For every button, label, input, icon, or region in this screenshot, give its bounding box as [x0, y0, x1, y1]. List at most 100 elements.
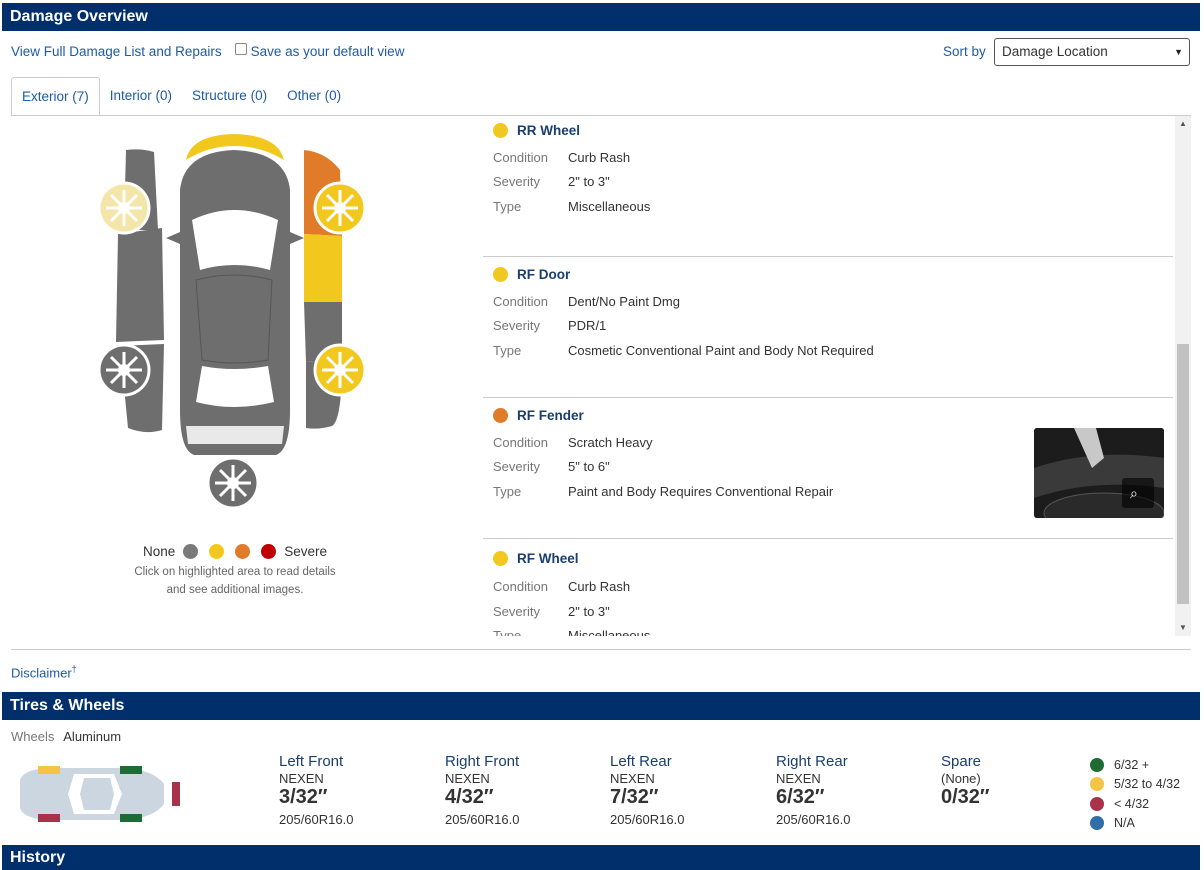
rr-wheel[interactable]	[313, 343, 367, 397]
type-label: Type	[493, 628, 522, 636]
wheels-info: Wheels Aluminum	[11, 729, 121, 744]
tire-right-rear: Right Rear NEXEN 6/32″ 205/60R16.0	[776, 753, 850, 827]
roof	[195, 274, 273, 364]
condition-label: Condition	[493, 435, 548, 450]
tire-position: Right Front	[445, 753, 520, 770]
scroll-up-icon[interactable]: ▲	[1179, 119, 1187, 128]
damage-title[interactable]: RF Fender	[517, 408, 584, 423]
spare-tire-marker	[172, 782, 180, 806]
tread-legend-label: < 4/32	[1114, 796, 1150, 811]
type-label: Type	[493, 484, 522, 499]
tread-legend-label: 5/32 to 4/32	[1114, 777, 1181, 792]
rear-window	[196, 366, 274, 407]
save-default-checkbox[interactable]	[234, 42, 247, 55]
lr-wheel[interactable]	[97, 343, 151, 397]
car-diagram-svg	[97, 134, 367, 510]
tread-good-dot	[1090, 757, 1104, 772]
legend-note-line1: Click on highlighted area to read detail…	[134, 566, 336, 578]
sort-select-value: Damage Location	[1002, 44, 1108, 59]
tire-depth: 6/32″	[776, 786, 825, 808]
history-header: History	[2, 845, 1200, 870]
tire-left-front: Left Front NEXEN 3/32″ 205/60R16.0	[279, 753, 353, 827]
damage-item[interactable]: RF Door Condition Dent/No Paint Dmg Sever…	[483, 257, 1173, 398]
rf-door-area[interactable]	[304, 234, 342, 302]
tab-structure[interactable]: Structure (0)	[192, 88, 268, 103]
damage-item[interactable]: RF Wheel Condition Curb Rash Severity 2" t…	[483, 539, 1173, 636]
zoom-icon[interactable]: ⌕	[1130, 485, 1138, 501]
damage-photo	[1034, 428, 1164, 518]
severity-label: Severity	[493, 174, 540, 189]
spare-wheel[interactable]	[206, 456, 260, 510]
damage-title[interactable]: RR Wheel	[517, 123, 581, 138]
lf-tire-marker	[38, 766, 60, 774]
overview-bottom-divider	[11, 649, 1191, 650]
tire-position: Left Rear	[610, 753, 672, 770]
severity-value: PDR/1	[568, 318, 607, 333]
tread-na-dot	[1090, 816, 1104, 831]
condition-label: Condition	[493, 294, 548, 309]
tire-position: Spare	[941, 753, 982, 770]
sort-select[interactable]: Damage Location ▼	[994, 38, 1190, 66]
dropdown-arrow-icon: ▼	[1174, 47, 1183, 57]
tab-exterior[interactable]: Exterior (7)	[11, 77, 100, 116]
rf-wheel[interactable]	[313, 181, 367, 235]
condition-label: Condition	[493, 579, 548, 594]
tire-spare: Spare (None) 0/32″	[941, 753, 990, 812]
type-value: Miscellaneous	[568, 199, 651, 214]
damage-photo-thumbnail[interactable]: ⌕	[1034, 428, 1164, 518]
tire-position: Right Rear	[776, 753, 848, 770]
damage-list[interactable]: RR Wheel Condition Curb Rash Severity 2" t…	[483, 116, 1173, 636]
lf-wheel[interactable]	[97, 181, 151, 235]
disclaimer-link[interactable]: Disclaimer†	[11, 664, 77, 680]
tires-wheels-header: Tires & Wheels	[2, 692, 1200, 720]
view-full-damage-link[interactable]: View Full Damage List and Repairs	[11, 44, 222, 59]
severity-label: Severity	[493, 604, 540, 619]
severity-value: 5" to 6"	[568, 459, 610, 474]
tire-car-svg	[20, 766, 180, 822]
damage-title[interactable]: RF Door	[517, 267, 571, 282]
tire-size: 205/60R16.0	[279, 812, 354, 827]
severity-dot	[493, 267, 508, 282]
disclaimer-label[interactable]: Disclaimer	[11, 665, 72, 681]
severity-dot	[493, 408, 508, 423]
save-default-label[interactable]: Save as your default view	[250, 44, 405, 59]
type-value: Miscellaneous	[568, 628, 651, 636]
tire-size: 205/60R16.0	[610, 812, 685, 827]
damage-diagram	[96, 130, 376, 518]
condition-value: Curb Rash	[568, 150, 631, 165]
tire-depth: 0/32″	[941, 786, 990, 808]
tire-position: Left Front	[279, 753, 344, 770]
damage-item[interactable]: RR Wheel Condition Curb Rash Severity 2" t…	[483, 116, 1173, 257]
tire-depth: 3/32″	[279, 786, 328, 808]
hood-area[interactable]	[186, 134, 284, 160]
tire-size: 205/60R16.0	[776, 812, 851, 827]
damage-title[interactable]: RF Wheel	[517, 551, 579, 566]
rr-tire-marker	[120, 814, 142, 822]
type-value: Cosmetic Conventional Paint and Body Not…	[568, 343, 874, 358]
left-doors-area[interactable]	[116, 228, 164, 342]
scroll-thumb[interactable]	[1177, 344, 1189, 604]
lr-tire-marker	[38, 814, 60, 822]
severity-label: Severity	[493, 318, 540, 333]
type-label: Type	[493, 343, 522, 358]
tab-interior[interactable]: Interior (0)	[109, 88, 173, 103]
damage-item[interactable]: RF Fender Condition Scratch Heavy Severit…	[483, 398, 1173, 539]
damage-list-scrollbar[interactable]: ▲ ▼	[1175, 116, 1191, 636]
damage-tabs: Exterior (7) Interior (0) Structure (0) …	[11, 77, 351, 116]
legend-none-dot	[183, 544, 199, 559]
tab-other[interactable]: Other (0)	[287, 88, 342, 103]
tire-left-rear: Left Rear NEXEN 7/32″ 205/60R16.0	[610, 753, 684, 827]
disclaimer-mark: †	[71, 664, 77, 674]
condition-label: Condition	[493, 150, 548, 165]
tire-brand: (None)	[941, 771, 981, 786]
legend-moderate-dot	[235, 544, 251, 559]
tab-divider	[11, 115, 1191, 116]
right-mirror	[290, 232, 304, 244]
tread-fair-dot	[1090, 777, 1104, 792]
scroll-down-icon[interactable]: ▼	[1179, 623, 1187, 632]
damage-overview-header: Damage Overview	[2, 3, 1200, 31]
type-label: Type	[493, 199, 522, 214]
tread-poor-dot	[1090, 796, 1104, 811]
condition-value: Scratch Heavy	[568, 435, 653, 450]
severity-value: 2" to 3"	[568, 604, 610, 619]
